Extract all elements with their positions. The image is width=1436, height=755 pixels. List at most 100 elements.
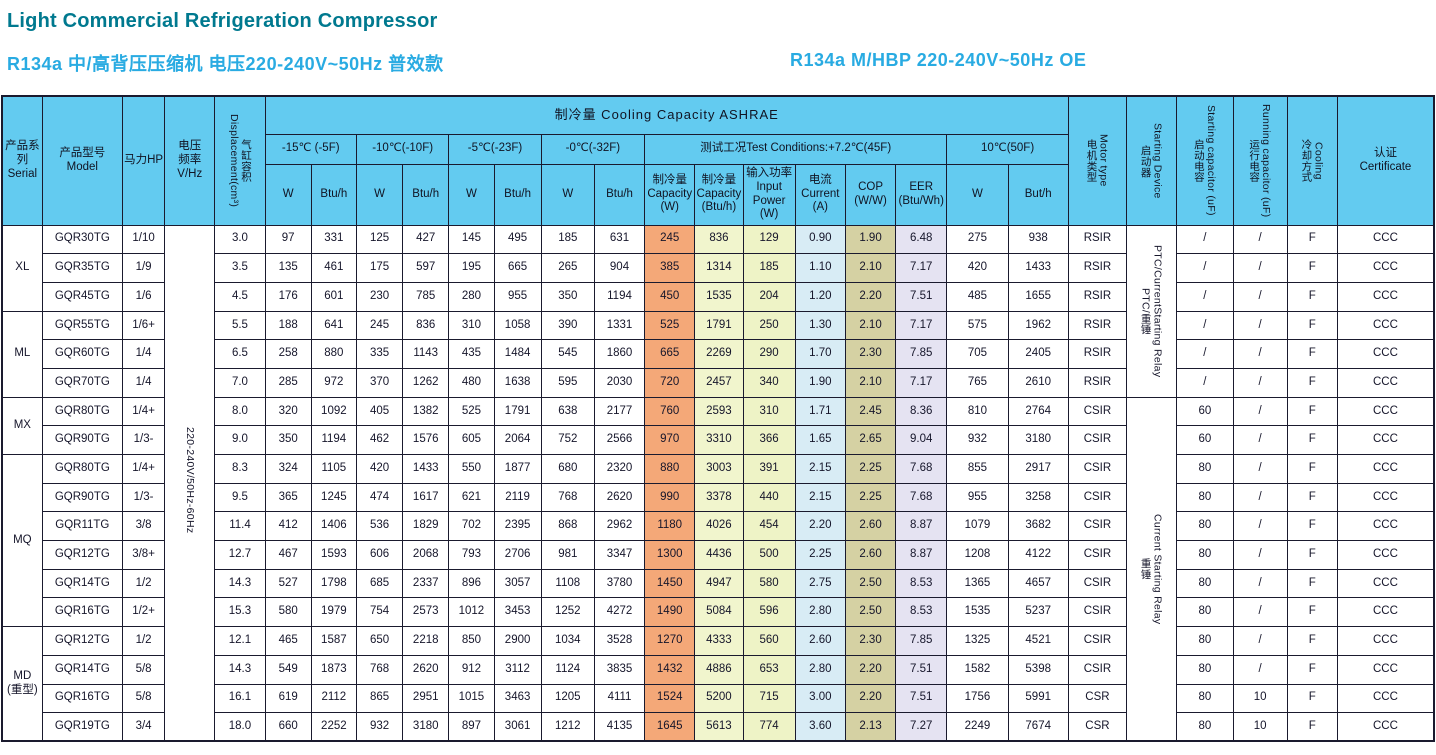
cell-w-minus15: 549 (264, 654, 312, 685)
col-hp: 马力HP (121, 95, 166, 226)
cell-w-minus5: 850 (448, 626, 495, 656)
cell-btu-minus10: 1143 (402, 339, 450, 369)
cell-hp: 1/3- (121, 482, 166, 513)
col-running-capacitor-zh: 运行电容 (1248, 139, 1261, 183)
col-but-50f: But/h (1007, 163, 1069, 226)
cell-btu-minus10: 3180 (402, 712, 450, 742)
cell-model: GQR90TG (41, 482, 123, 513)
cell-input-power: 204 (742, 281, 796, 312)
col-motor-type: 电机类型 Motor type (1067, 95, 1128, 226)
cell-cop: 2.50 (844, 597, 897, 628)
cell-current: 0.90 (794, 224, 846, 255)
cell-w-minus5: 525 (448, 396, 495, 427)
col-btu-minus10: Btu/h (402, 163, 450, 226)
cell-displacement: 7.0 (214, 367, 266, 398)
cell-w-50f: 932 (946, 425, 1009, 455)
page: Light Commercial Refrigeration Compresso… (0, 10, 1436, 743)
cell-hp: 5/8 (121, 683, 166, 714)
cell-displacement: 3.5 (214, 253, 266, 283)
cell-displacement: 9.5 (214, 482, 266, 513)
col-capacity-btu: 制冷量 Capacity (Btu/h) (694, 163, 744, 226)
cell-starting-capacitor: 80 (1176, 654, 1234, 685)
cell-motor-type: CSIR (1067, 654, 1128, 685)
cell-btu-0: 2620 (593, 482, 646, 513)
cell-cop: 2.65 (844, 425, 897, 455)
cell-cooling-method: F (1286, 454, 1338, 484)
cell-eer: 7.17 (895, 310, 948, 341)
table-row: GQR11TG 3/8 11.4 412 1406 536 1829 702 2395 868 29… (2, 511, 1435, 542)
cell-cooling-method: F (1286, 425, 1338, 455)
cell-running-capacitor: / (1232, 367, 1288, 398)
cell-capacity-btu: 5084 (694, 597, 744, 628)
cell-btu-minus10: 836 (402, 310, 450, 341)
cell-btu-minus15: 1873 (310, 654, 357, 685)
cell-but-50f: 5991 (1007, 683, 1069, 714)
cell-capacity-w: 1270 (644, 626, 696, 656)
cell-but-50f: 4657 (1007, 568, 1069, 599)
cell-w-minus15: 365 (264, 482, 312, 513)
cell-certificate: CCC (1336, 310, 1435, 341)
cell-starting-capacitor: 80 (1176, 597, 1234, 628)
cell-btu-minus10: 785 (402, 281, 450, 312)
cell-capacity-w: 450 (644, 281, 696, 312)
cell-w-0: 868 (540, 511, 595, 542)
cell-w-minus10: 932 (355, 712, 404, 742)
cell-btu-minus15: 2252 (310, 712, 357, 742)
cell-current: 1.30 (794, 310, 846, 341)
cell-displacement: 8.3 (214, 454, 266, 484)
cell-eer: 7.85 (895, 339, 948, 369)
table-row: GQR90TG 1/3- 9.0 350 1194 462 1576 605 2064 752 25… (2, 425, 1435, 455)
cell-hp: 3/4 (121, 712, 166, 742)
col-starting-capacitor: 启动电容 Starting capacitor (uF) (1176, 95, 1234, 226)
cell-certificate: CCC (1336, 396, 1435, 427)
cell-input-power: 129 (742, 224, 796, 255)
serial-group-label: MQ (1, 453, 43, 628)
cell-w-50f: 855 (946, 454, 1009, 484)
cell-capacity-btu: 2593 (694, 396, 744, 427)
cell-running-capacitor: / (1232, 339, 1288, 369)
cell-starting-device: 重锤 Current Starting Relay (1126, 396, 1178, 742)
cell-displacement: 18.0 (214, 712, 266, 742)
cell-cooling-method: F (1286, 281, 1338, 312)
cell-certificate: CCC (1336, 683, 1435, 714)
cell-eer: 7.27 (895, 712, 948, 742)
cell-input-power: 366 (742, 425, 796, 455)
cell-btu-0: 2320 (593, 454, 646, 484)
starting-device-en: Current Starting Relay (1151, 513, 1164, 625)
cell-hp: 3/8 (121, 511, 166, 542)
subtitle-row: R134a 中/高背压压缩机 电压220-240V~50Hz 普效款 R134a… (7, 50, 1436, 76)
col-cooling-method: 冷却方式 Cooling (1286, 95, 1338, 226)
cell-motor-type: CSIR (1067, 568, 1128, 599)
col-certificate: 认证 Certificate (1336, 95, 1435, 226)
cell-btu-minus10: 1829 (402, 511, 450, 542)
cell-motor-type: CSIR (1067, 482, 1128, 513)
cell-motor-type: RSIR (1067, 253, 1128, 283)
cell-w-minus5: 621 (448, 482, 495, 513)
cell-btu-minus5: 2119 (493, 482, 542, 513)
cell-cop: 2.20 (844, 281, 897, 312)
cell-eer: 7.17 (895, 367, 948, 398)
cell-certificate: CCC (1336, 253, 1435, 283)
cell-btu-minus15: 1105 (310, 454, 357, 484)
cell-motor-type: CSIR (1067, 454, 1128, 484)
cell-starting-capacitor: 80 (1176, 511, 1234, 542)
table-row: GQR19TG 3/4 18.0 660 2252 932 3180 897 3061 1212 4… (2, 712, 1435, 742)
cell-btu-0: 2566 (593, 425, 646, 455)
cell-model: GQR11TG (41, 511, 123, 542)
cell-eer: 7.68 (895, 454, 948, 484)
cell-btu-minus5: 2706 (493, 540, 542, 570)
cell-but-50f: 938 (1007, 224, 1069, 255)
cell-w-minus15: 467 (264, 540, 312, 570)
cell-w-minus15: 176 (264, 281, 312, 312)
col-w-0: W (540, 163, 595, 226)
col-cop: COP (W/W) (844, 163, 897, 226)
cell-w-minus10: 474 (355, 482, 404, 513)
serial-group-label: ML (1, 310, 43, 398)
cell-starting-device: PTC/重锤 PTC/CurrentStarting Relay (1126, 224, 1178, 398)
cell-starting-capacitor: / (1176, 281, 1234, 312)
cell-certificate: CCC (1336, 654, 1435, 685)
cell-btu-minus15: 1798 (310, 568, 357, 599)
cell-starting-capacitor: 80 (1176, 683, 1234, 714)
cell-input-power: 715 (742, 683, 796, 714)
cell-cop: 2.45 (844, 396, 897, 427)
